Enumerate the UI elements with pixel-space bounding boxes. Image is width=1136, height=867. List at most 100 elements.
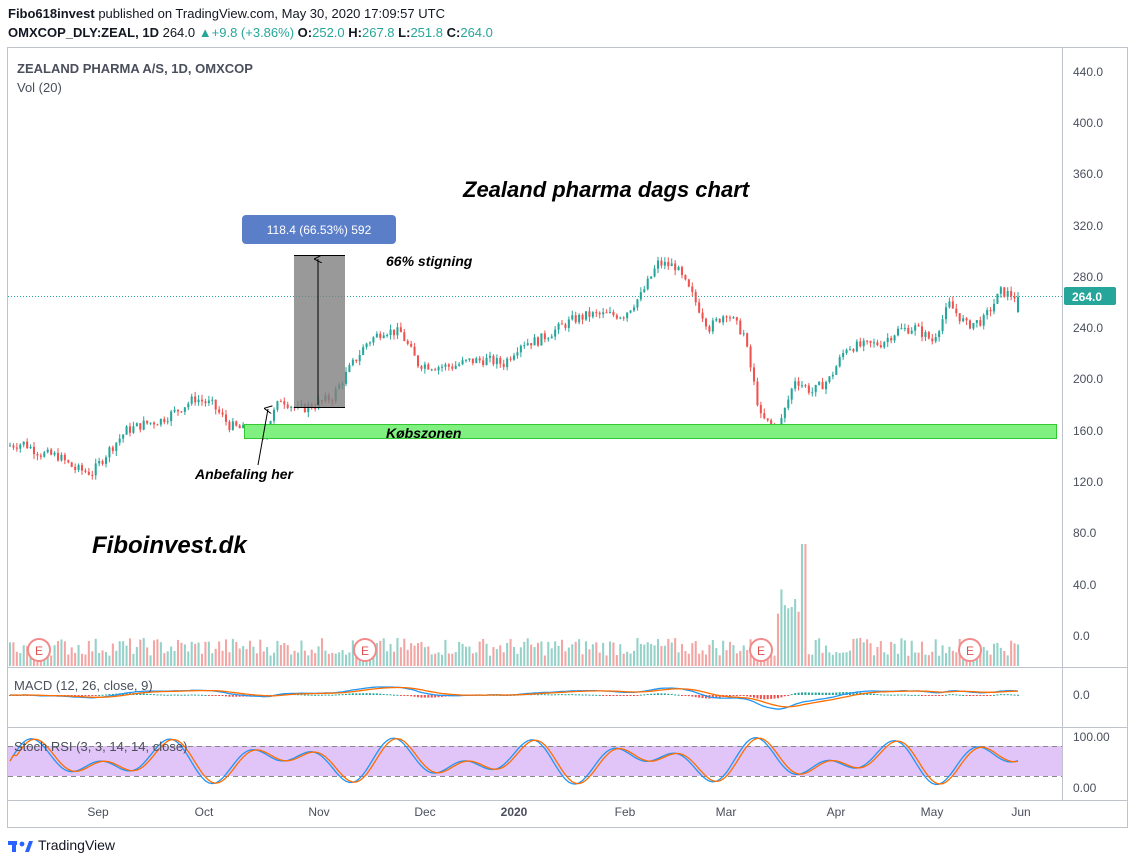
volume-bar — [392, 651, 396, 666]
volume-bar — [564, 651, 567, 666]
volume-bar — [533, 647, 536, 666]
recommend-label: Anbefaling her — [194, 466, 295, 482]
candle-body — [430, 369, 433, 371]
macd-histogram-bar — [975, 695, 978, 696]
earnings-icon[interactable] — [958, 638, 982, 662]
volume-bar — [914, 652, 917, 666]
volume-bar — [173, 651, 176, 666]
volume-bar — [739, 651, 742, 666]
candle-body — [869, 340, 872, 343]
volume-bar — [255, 653, 258, 666]
volume-bar — [84, 654, 87, 666]
macd-histogram-bar — [372, 693, 375, 695]
volume-bar — [509, 639, 512, 666]
candle-body — [838, 357, 841, 367]
volume-bar — [866, 639, 869, 666]
volume-bar — [440, 654, 444, 666]
macd-histogram-bar — [91, 695, 94, 696]
earnings-markers[interactable]: E E E E — [27, 638, 982, 662]
macd-histogram-bar — [403, 695, 406, 696]
macd-axis-tick: 0.0 — [1073, 688, 1090, 702]
candle-body — [811, 392, 814, 394]
volume-bar — [855, 638, 858, 666]
macd-histogram-bar — [934, 695, 937, 696]
rise-measure-box[interactable] — [294, 255, 345, 407]
time-axis[interactable]: Sep Oct Nov Dec 2020 Feb Mar Apr May Jun — [87, 805, 1030, 819]
macd-histogram-bar — [365, 693, 368, 695]
volume-bar — [650, 643, 653, 666]
volume-bar — [804, 543, 807, 666]
volume-bar — [283, 642, 286, 666]
volume-bar — [996, 642, 999, 666]
macd-histogram-bar — [866, 693, 869, 695]
publisher-name[interactable]: Fibo618invest — [8, 6, 95, 21]
volume-bar — [135, 647, 138, 666]
current-price-badge-text: 264.0 — [1072, 290, 1102, 304]
candle-body — [440, 366, 444, 368]
volume-bar — [879, 641, 882, 666]
volume-bar — [900, 638, 903, 666]
volume-bar — [56, 641, 60, 666]
volume-bar — [852, 638, 855, 666]
macd-histogram-bar — [770, 695, 773, 699]
candle-body — [115, 442, 118, 451]
earnings-marker-text: E — [966, 644, 974, 658]
footer-brand[interactable]: TradingView — [38, 837, 116, 853]
volume-bar — [694, 641, 697, 666]
macd-histogram-bar — [872, 693, 876, 695]
volume-bar — [639, 644, 642, 666]
price-axis[interactable]: 440.0 400.0 360.0 320.0 280.0 240.0 200.… — [1073, 65, 1103, 643]
macd-histogram-bar — [296, 694, 300, 696]
candle-body — [701, 312, 704, 319]
candle-body — [1006, 291, 1009, 297]
volume-bar — [773, 655, 776, 666]
candle-body — [564, 324, 567, 328]
macd-histogram-bar — [807, 692, 810, 695]
price-tick: 280.0 — [1073, 270, 1103, 284]
earnings-icon[interactable] — [749, 638, 773, 662]
volume-bar — [190, 641, 193, 666]
macd-histogram-bar — [173, 694, 176, 696]
candle-body — [955, 308, 958, 314]
macd-histogram-bar — [382, 693, 385, 695]
macd-histogram-bar — [924, 695, 927, 696]
macd-histogram-bar — [828, 692, 831, 695]
earnings-icon[interactable] — [353, 638, 377, 662]
macd-histogram-bar — [207, 695, 210, 696]
candle-body — [680, 267, 684, 275]
candle-body — [434, 369, 437, 371]
macd-histogram-bar — [1010, 694, 1013, 696]
candle-body — [790, 388, 793, 400]
candle-body — [214, 399, 217, 410]
volume-bar — [992, 643, 996, 666]
macd-histogram-bar — [941, 695, 944, 696]
candle-body — [962, 318, 965, 322]
volume-bar — [416, 643, 420, 666]
volume-bar — [691, 643, 694, 666]
volume-bar — [1013, 643, 1016, 666]
candle-body — [890, 337, 893, 341]
volume-bar — [26, 646, 29, 666]
volume-bar — [917, 652, 920, 666]
volume-bar — [111, 643, 114, 666]
earnings-icon[interactable] — [27, 638, 51, 662]
macd-histogram-bar — [152, 694, 156, 696]
volume-bar — [242, 646, 245, 666]
candle-body — [70, 462, 73, 467]
macd-histogram-bar — [1003, 694, 1006, 696]
volume-bar — [492, 647, 495, 666]
macd-histogram-bar — [581, 694, 584, 696]
candle-body — [128, 426, 132, 433]
macd-histogram-bar — [351, 693, 354, 695]
volume-bar — [248, 640, 252, 666]
candle-body — [557, 323, 560, 330]
candle-body — [53, 452, 56, 455]
macd-histogram-bar — [560, 694, 564, 696]
candle-body — [639, 292, 642, 300]
price-tick: 400.0 — [1073, 116, 1103, 130]
candle-body — [831, 374, 834, 377]
volume-bar — [19, 653, 22, 666]
buy-zone[interactable] — [244, 424, 1057, 439]
candle-body — [389, 329, 392, 336]
